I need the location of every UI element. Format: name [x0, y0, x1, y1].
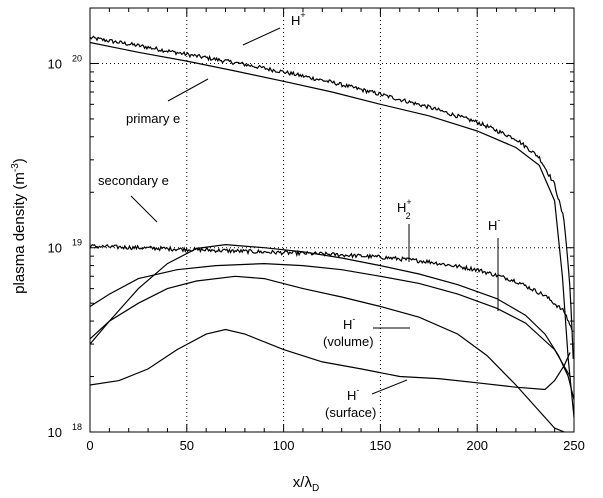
x-tick-label: 200: [466, 438, 488, 453]
series-layer: [89, 35, 575, 433]
x-tick-label: 150: [370, 438, 392, 453]
annotation-leader-line: [130, 195, 158, 223]
y-axis-ticks: 10 18 10 19 10 20: [48, 7, 574, 440]
y-tick-label-exp: 19: [72, 238, 82, 248]
annotation-h2-plus: H+ 2: [397, 197, 412, 221]
annotation-h-minus-surface: H-: [347, 385, 359, 403]
y-tick-label: 10: [48, 56, 62, 71]
y-tick-label: 10: [48, 241, 62, 256]
y-tick-label-exp: 18: [72, 422, 82, 432]
y-tick-label: 10: [48, 425, 62, 440]
x-tick-label: 250: [563, 438, 585, 453]
annotation-secondary-e: secondary e: [98, 173, 169, 188]
x-axis-ticks: 0 50 100 150 200 250: [86, 8, 585, 453]
annotation-h-minus-volume-line2: (volume): [323, 334, 374, 349]
series-line-5: [89, 275, 565, 433]
annotation-leader-line: [371, 379, 408, 395]
x-tick-label: 50: [180, 438, 194, 453]
series-line-1: [89, 41, 575, 418]
annotation-primary-e: primary e: [126, 111, 180, 126]
x-tick-label: 100: [273, 438, 295, 453]
annotation-h-minus-surface-line2: (surface): [325, 405, 376, 420]
annotation-leader-line: [242, 27, 281, 46]
y-tick-label-exp: 20: [72, 53, 82, 63]
annotation-leaders: [130, 27, 499, 395]
series-line-4: [89, 262, 571, 377]
y-axis-label: plasma density (m-3): [10, 158, 28, 294]
annotation-h-plus: H+: [291, 10, 306, 28]
series-line-6: [89, 328, 571, 391]
annotation-h-minus-volume: H-: [343, 314, 355, 332]
annotation-leader-line: [167, 78, 209, 102]
series-line-3: [89, 243, 575, 400]
plot-frame: [89, 7, 575, 433]
x-axis-label: x/λD: [293, 474, 319, 494]
x-tick-label: 0: [86, 438, 93, 453]
series-line-0: [89, 35, 574, 359]
annotation-h-minus: H-: [488, 215, 500, 233]
series-line-2: [89, 243, 574, 333]
grid-lines: [90, 8, 574, 432]
